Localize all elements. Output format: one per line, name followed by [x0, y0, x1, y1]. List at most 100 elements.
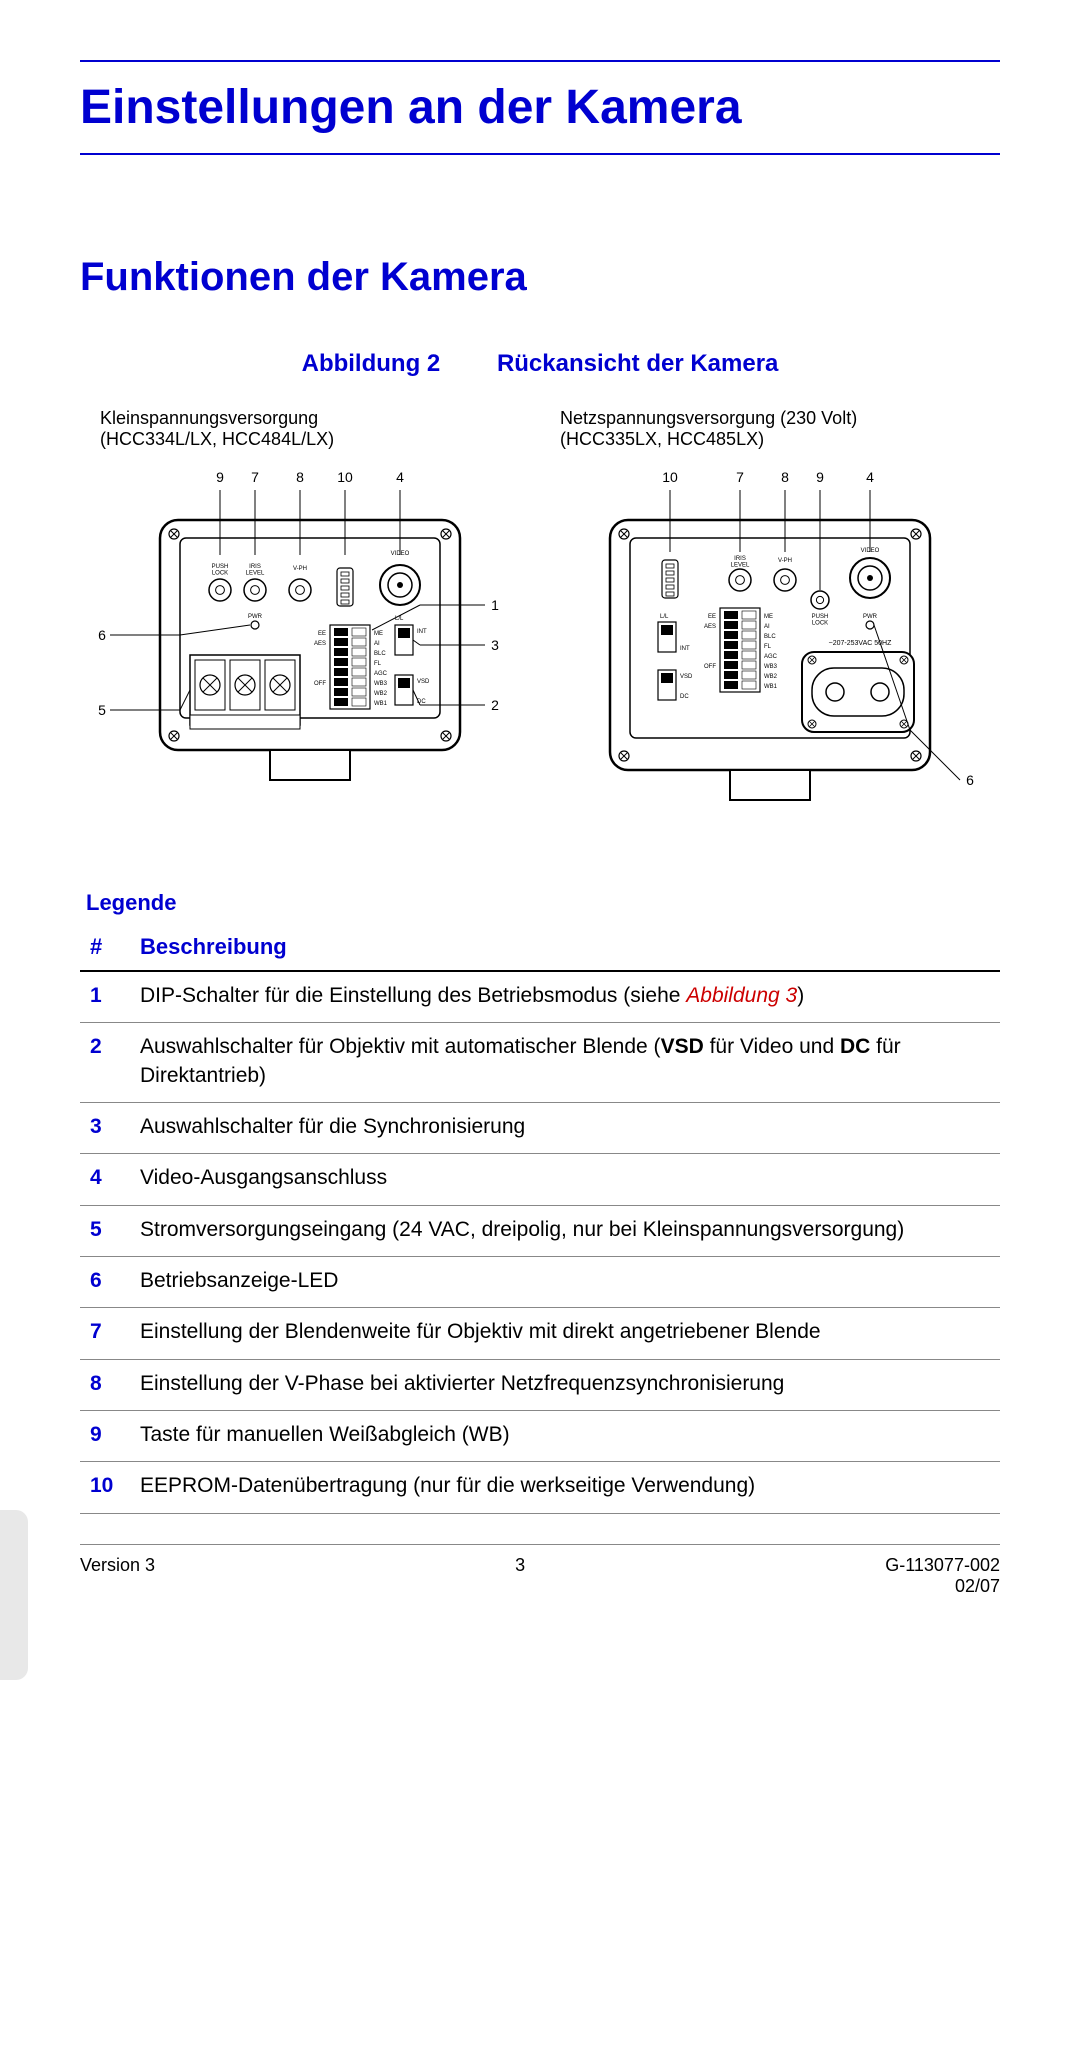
- svg-text:10: 10: [337, 469, 353, 485]
- svg-text:DC: DC: [680, 694, 689, 700]
- svg-text:6: 6: [98, 627, 106, 643]
- legend-row-num: 9: [80, 1411, 130, 1462]
- svg-text:7: 7: [251, 469, 259, 485]
- svg-text:WB2: WB2: [374, 691, 388, 697]
- svg-text:AGC: AGC: [764, 654, 778, 660]
- svg-text:IRIS: IRIS: [249, 564, 261, 570]
- svg-text:LOCK: LOCK: [212, 571, 228, 577]
- diagram-left: PUSHLOCKIRISLEVELV-PHVIDEOPWRMEEEAIAESBL…: [90, 460, 530, 840]
- legend-row: 2Auswahlschalter für Objektiv mit automa…: [80, 1023, 1000, 1103]
- legend-row-num: 2: [80, 1023, 130, 1103]
- legend-row-desc: EEPROM-Datenübertragung (nur für die wer…: [130, 1462, 1000, 1513]
- svg-text:7: 7: [736, 469, 744, 485]
- svg-text:9: 9: [216, 469, 224, 485]
- svg-text:VSD: VSD: [680, 674, 693, 680]
- svg-text:8: 8: [296, 469, 304, 485]
- svg-text:WB2: WB2: [764, 674, 778, 680]
- svg-text:WB1: WB1: [374, 701, 388, 707]
- figure-number: Abbildung 2: [302, 350, 441, 377]
- side-tab: [0, 1510, 28, 1680]
- svg-text:EE: EE: [318, 631, 326, 637]
- svg-text:AES: AES: [314, 641, 326, 647]
- svg-text:LOCK: LOCK: [812, 621, 828, 627]
- svg-text:IRIS: IRIS: [734, 556, 746, 562]
- legend-row-num: 5: [80, 1205, 130, 1256]
- svg-text:PUSH: PUSH: [812, 614, 829, 620]
- footer-page: 3: [515, 1555, 525, 1597]
- svg-text:2: 2: [491, 697, 499, 713]
- legend-row: 1DIP-Schalter für die Einstellung des Be…: [80, 971, 1000, 1023]
- legend-row-desc: Betriebsanzeige-LED: [130, 1257, 1000, 1308]
- page-footer: Version 3 3 G-113077-002 02/07: [80, 1544, 1000, 1597]
- legend-row: 7Einstellung der Blendenweite für Objekt…: [80, 1308, 1000, 1359]
- svg-text:4: 4: [866, 469, 874, 485]
- svg-text:LEVEL: LEVEL: [246, 571, 265, 577]
- legend-row: 8Einstellung der V-Phase bei aktivierter…: [80, 1359, 1000, 1410]
- legend-title: Legende: [80, 890, 1000, 916]
- footer-version: Version 3: [80, 1555, 155, 1597]
- svg-text:9: 9: [816, 469, 824, 485]
- svg-text:WB3: WB3: [764, 664, 778, 670]
- legend-row: 5Stromversorgungseingang (24 VAC, dreipo…: [80, 1205, 1000, 1256]
- legend-col-desc: Beschreibung: [130, 926, 1000, 971]
- variant-right-models: (HCC335LX, HCC485LX): [560, 429, 980, 450]
- section-title: Funktionen der Kamera: [80, 255, 1000, 300]
- legend-row-desc: Einstellung der V-Phase bei aktivierter …: [130, 1359, 1000, 1410]
- page-title: Einstellungen an der Kamera: [80, 60, 1000, 155]
- legend-row-num: 6: [80, 1257, 130, 1308]
- legend-row: 9Taste für manuellen Weißabgleich (WB): [80, 1411, 1000, 1462]
- svg-text:V-PH: V-PH: [293, 566, 307, 572]
- svg-text:ME: ME: [374, 631, 383, 637]
- figure-title: Rückansicht der Kamera: [497, 350, 778, 377]
- variant-right-title: Netzspannungsversorgung (230 Volt): [560, 408, 980, 429]
- legend-row-desc: Auswahlschalter für die Synchronisierung: [130, 1103, 1000, 1154]
- legend-row: 6Betriebsanzeige-LED: [80, 1257, 1000, 1308]
- legend-row: 10EEPROM-Datenübertragung (nur für die w…: [80, 1462, 1000, 1513]
- svg-text:INT: INT: [417, 629, 427, 635]
- svg-text:BLC: BLC: [764, 634, 776, 640]
- legend-row-num: 1: [80, 971, 130, 1023]
- svg-text:WB1: WB1: [764, 684, 778, 690]
- svg-text:AGC: AGC: [374, 671, 388, 677]
- svg-text:5: 5: [98, 702, 106, 718]
- svg-text:~207-253VAC 50HZ: ~207-253VAC 50HZ: [829, 640, 892, 647]
- svg-text:FL: FL: [764, 644, 772, 650]
- svg-text:OFF: OFF: [314, 681, 326, 687]
- svg-text:3: 3: [491, 637, 499, 653]
- svg-text:AI: AI: [374, 641, 380, 647]
- svg-text:BLC: BLC: [374, 651, 386, 657]
- legend-row-desc: Stromversorgungseingang (24 VAC, dreipol…: [130, 1205, 1000, 1256]
- legend-col-num: #: [80, 926, 130, 971]
- footer-date: 02/07: [885, 1576, 1000, 1597]
- svg-text:10: 10: [662, 469, 678, 485]
- legend-row-desc: DIP-Schalter für die Einstellung des Bet…: [130, 971, 1000, 1023]
- figure-caption: Abbildung 2 Rückansicht der Kamera: [80, 350, 1000, 378]
- svg-text:8: 8: [781, 469, 789, 485]
- svg-text:OFF: OFF: [704, 664, 716, 670]
- variant-left-title: Kleinspannungsversorgung: [100, 408, 520, 429]
- svg-text:PWR: PWR: [863, 614, 878, 620]
- svg-text:EE: EE: [708, 614, 716, 620]
- legend-row-desc: Einstellung der Blendenweite für Objekti…: [130, 1308, 1000, 1359]
- svg-text:FL: FL: [374, 661, 382, 667]
- svg-text:LEVEL: LEVEL: [731, 563, 750, 569]
- svg-text:PUSH: PUSH: [212, 564, 229, 570]
- variant-left-models: (HCC334L/LX, HCC484L/LX): [100, 429, 520, 450]
- legend-row: 3Auswahlschalter für die Synchronisierun…: [80, 1103, 1000, 1154]
- svg-text:1: 1: [491, 597, 499, 613]
- svg-text:AI: AI: [764, 624, 770, 630]
- legend-row-desc: Auswahlschalter für Objektiv mit automat…: [130, 1023, 1000, 1103]
- variant-labels: Kleinspannungsversorgung (HCC334L/LX, HC…: [80, 408, 1000, 450]
- legend-row-desc: Video-Ausgangsanschluss: [130, 1154, 1000, 1205]
- svg-text:ME: ME: [764, 614, 773, 620]
- svg-text:PWR: PWR: [248, 614, 263, 620]
- svg-text:VSD: VSD: [417, 679, 430, 685]
- svg-text:V-PH: V-PH: [778, 558, 792, 564]
- legend-row-num: 4: [80, 1154, 130, 1205]
- legend-row-num: 8: [80, 1359, 130, 1410]
- svg-text:AES: AES: [704, 624, 716, 630]
- footer-docnum: G-113077-002: [885, 1555, 1000, 1576]
- svg-text:6: 6: [966, 772, 974, 788]
- diagram-right: IRISLEVELV-PHPUSHLOCKVIDEOMEEEAIAESBLCFL…: [550, 460, 990, 840]
- svg-text:WB3: WB3: [374, 681, 388, 687]
